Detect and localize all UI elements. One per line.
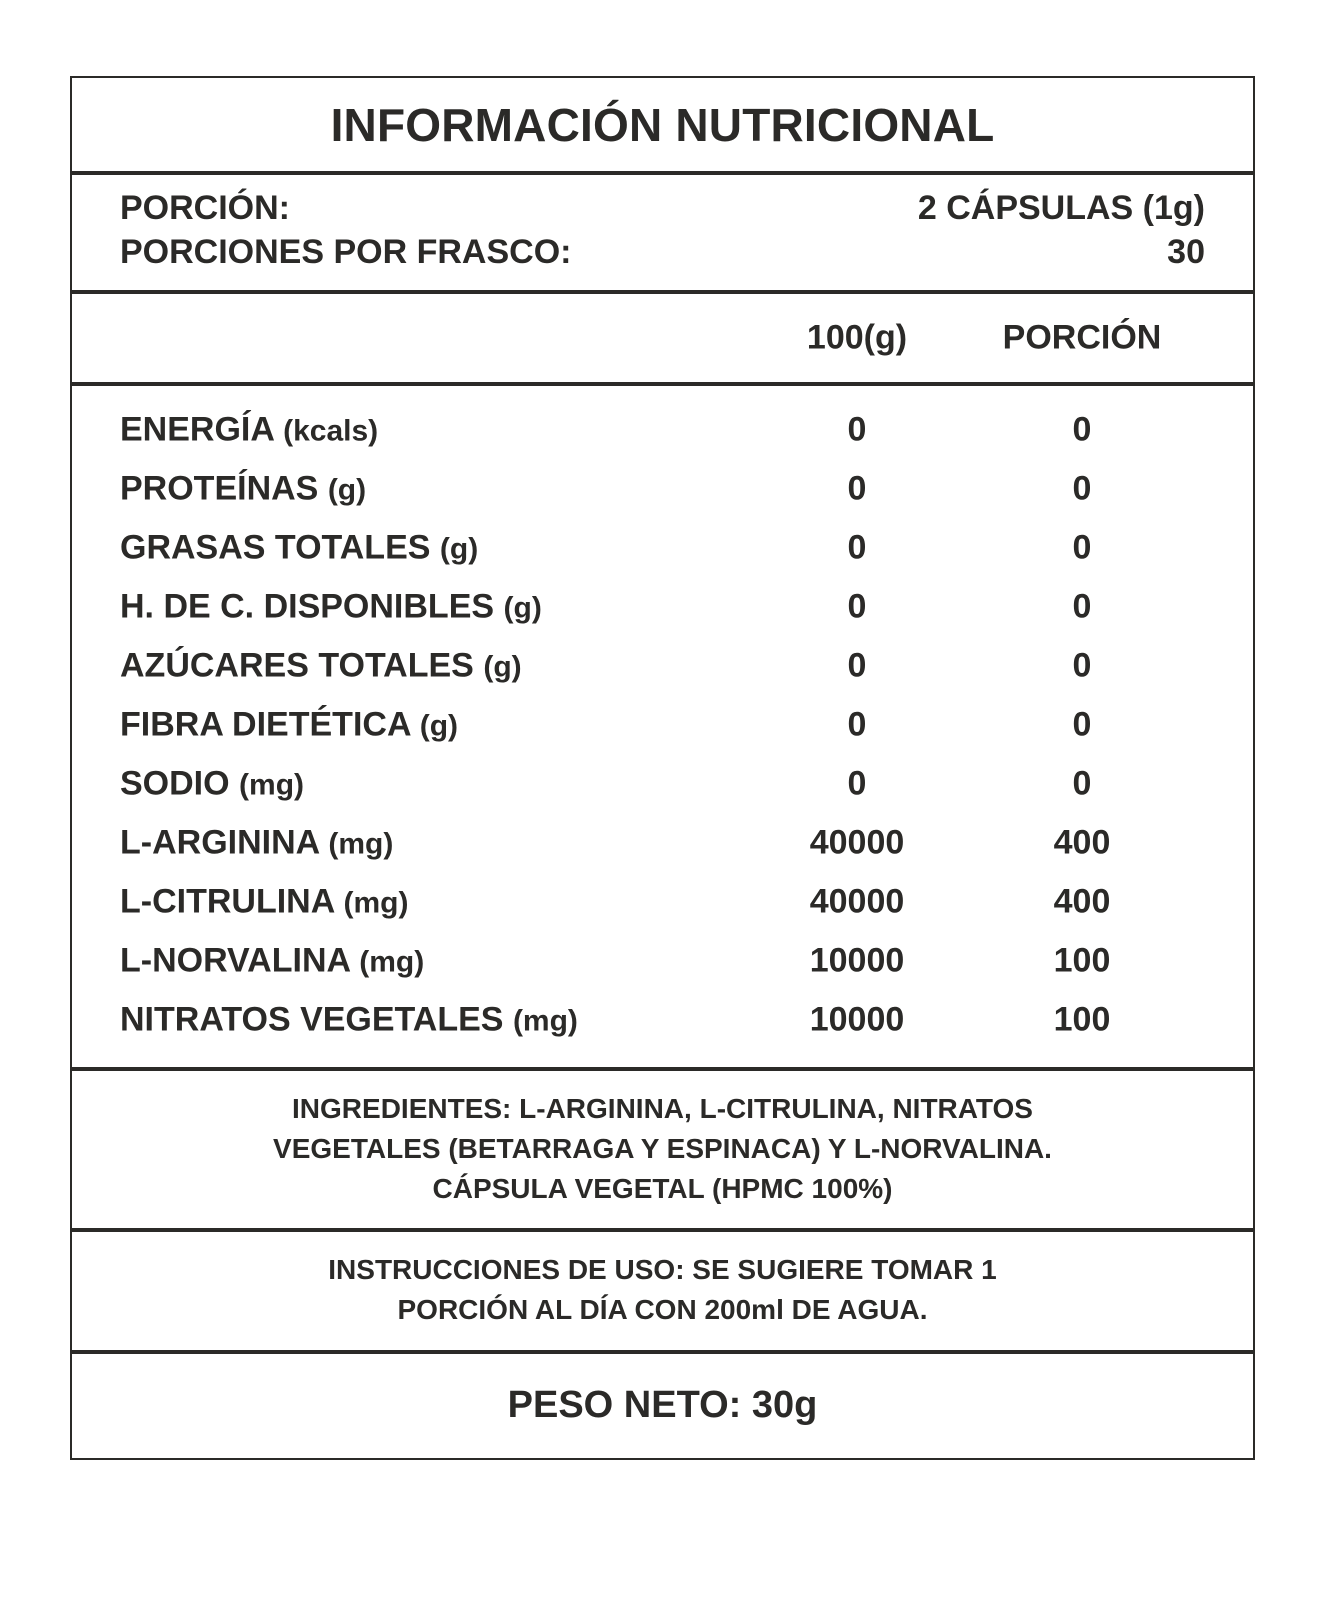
nutrient-value-per-100g: 10000 [809, 941, 905, 980]
nutrient-name-text: NITRATOS VEGETALES [120, 1000, 504, 1039]
nutrient-unit: (mg) [328, 827, 394, 861]
serving-size-value: 2 CÁPSULAS (1g) [917, 189, 1205, 227]
nutrient-name: SODIO (mg) [120, 764, 304, 803]
nutrient-value-per-100g: 0 [847, 646, 867, 685]
nutrient-value-per-serving: 0 [1072, 587, 1092, 626]
nutrient-value-per-serving: 0 [1072, 764, 1092, 803]
nutrient-table-section: ENERGÍA (kcals) 0 0 PROTEÍNAS (g) 0 0 GRASAS T… [72, 386, 1253, 1072]
nutrient-unit: (mg) [239, 768, 305, 802]
table-row: L-NORVALINA (mg) 10000 100 [72, 931, 1253, 990]
nutrient-value-per-serving: 400 [1053, 882, 1111, 921]
nutrient-value-per-100g: 0 [847, 587, 867, 626]
column-header-per-100g: 100(g) [806, 318, 908, 357]
table-row: L-CITRULINA (mg) 40000 400 [72, 872, 1253, 931]
nutrient-unit: (g) [439, 532, 479, 566]
nutrient-name-text: SODIO [120, 764, 230, 803]
ingredients-section: INGREDIENTES: L-ARGININA, L-CITRULINA, N… [72, 1071, 1253, 1233]
nutrient-name: GRASAS TOTALES (g) [120, 528, 478, 567]
nutrient-unit: (mg) [359, 945, 425, 979]
table-row: L-ARGININA (mg) 40000 400 [72, 813, 1253, 872]
table-row: GRASAS TOTALES (g) 0 0 [72, 518, 1253, 577]
servings-per-container-value: 30 [1167, 232, 1205, 271]
nutrient-value-per-100g: 40000 [809, 823, 905, 862]
nutrient-name: AZÚCARES TOTALES (g) [120, 646, 522, 685]
nutrient-name: NITRATOS VEGETALES (mg) [120, 1000, 578, 1039]
nutrient-unit: (g) [419, 709, 459, 743]
ingredients-line: CÁPSULA VEGETAL (HPMC 100%) [432, 1172, 893, 1204]
ingredients-line: VEGETALES (BETARRAGA Y ESPINACA) Y L-NOR… [273, 1132, 1052, 1164]
nutrient-name-text: L-NORVALINA [120, 941, 350, 980]
table-row: AZÚCARES TOTALES (g) 0 0 [72, 636, 1253, 695]
nutrient-name: ENERGÍA (kcals) [120, 410, 378, 449]
servings-per-container-row: PORCIONES POR FRASCO: 30 [120, 231, 1205, 275]
nutrient-unit: (g) [483, 650, 522, 684]
nutrient-value-per-serving: 0 [1072, 528, 1092, 567]
instructions-line: INSTRUCCIONES DE USO: SE SUGIERE TOMAR 1 [328, 1254, 997, 1286]
ingredients-line: INGREDIENTES: L-ARGININA, L-CITRULINA, N… [292, 1093, 1033, 1125]
nutrient-unit: (g) [327, 473, 367, 507]
page-title: INFORMACIÓN NUTRICIONAL [330, 98, 995, 151]
table-row: SODIO (mg) 0 0 [72, 754, 1253, 813]
nutrient-name-text: PROTEÍNAS [120, 469, 319, 508]
nutrient-name-text: L-CITRULINA [120, 882, 335, 921]
table-row: NITRATOS VEGETALES (mg) 10000 100 [72, 990, 1253, 1049]
nutrient-value-per-serving: 0 [1072, 705, 1092, 744]
nutrient-value-per-serving: 100 [1053, 1000, 1111, 1039]
nutrient-value-per-serving: 100 [1053, 941, 1111, 980]
serving-size-label: PORCIÓN: [120, 189, 290, 227]
nutrient-value-per-100g: 0 [847, 764, 867, 803]
nutrient-value-per-serving: 0 [1072, 469, 1092, 508]
serving-size-row: PORCIÓN: 2 CÁPSULAS (1g) [120, 187, 1205, 231]
nutrient-value-per-100g: 0 [847, 410, 867, 449]
nutrient-name-text: H. DE C. DISPONIBLES [120, 587, 495, 626]
title-section: INFORMACIÓN NUTRICIONAL [72, 78, 1253, 175]
column-header-per-serving: PORCIÓN [1002, 318, 1162, 357]
column-header-section: 100(g) PORCIÓN [72, 294, 1253, 387]
nutrient-name: L-NORVALINA (mg) [120, 941, 424, 980]
servings-per-container-label: PORCIONES POR FRASCO: [120, 232, 572, 271]
nutrient-name-text: AZÚCARES TOTALES [120, 646, 474, 685]
instructions-section: INSTRUCCIONES DE USO: SE SUGIERE TOMAR 1… [72, 1232, 1253, 1354]
nutrient-value-per-100g: 0 [847, 528, 867, 567]
nutrition-facts-panel: INFORMACIÓN NUTRICIONAL PORCIÓN: 2 CÁPSU… [70, 76, 1255, 1460]
table-row: H. DE C. DISPONIBLES (g) 0 0 [72, 577, 1253, 636]
nutrient-name-text: L-ARGININA [120, 823, 319, 862]
nutrient-unit: (mg) [512, 1004, 578, 1038]
serving-info-section: PORCIÓN: 2 CÁPSULAS (1g) PORCIONES POR F… [72, 175, 1253, 295]
table-row: FIBRA DIETÉTICA (g) 0 0 [72, 695, 1253, 754]
table-row: PROTEÍNAS (g) 0 0 [72, 459, 1253, 518]
nutrient-name: FIBRA DIETÉTICA (g) [120, 705, 458, 744]
nutrient-name: H. DE C. DISPONIBLES (g) [120, 587, 542, 626]
nutrient-unit: (mg) [343, 886, 409, 920]
net-weight-value: PESO NETO: 30g [507, 1384, 818, 1427]
nutrient-name-text: FIBRA DIETÉTICA [120, 705, 411, 744]
nutrient-name: PROTEÍNAS (g) [120, 469, 366, 508]
nutrient-name-text: ENERGÍA [120, 410, 274, 449]
instructions-line: PORCIÓN AL DÍA CON 200ml DE AGUA. [397, 1294, 928, 1326]
nutrient-value-per-100g: 10000 [809, 1000, 905, 1039]
net-weight-section: PESO NETO: 30g [72, 1354, 1253, 1458]
table-row: ENERGÍA (kcals) 0 0 [72, 400, 1253, 459]
nutrient-value-per-100g: 0 [847, 469, 867, 508]
nutrient-value-per-serving: 400 [1053, 823, 1111, 862]
nutrient-name: L-ARGININA (mg) [120, 823, 393, 862]
nutrient-value-per-serving: 0 [1072, 410, 1092, 449]
nutrient-value-per-100g: 40000 [809, 882, 905, 921]
nutrient-unit: (kcals) [283, 414, 379, 448]
nutrient-unit: (g) [503, 591, 542, 625]
nutrient-name: L-CITRULINA (mg) [120, 882, 408, 921]
nutrient-value-per-serving: 0 [1072, 646, 1092, 685]
nutrient-name-text: GRASAS TOTALES [120, 528, 431, 567]
nutrient-value-per-100g: 0 [847, 705, 867, 744]
